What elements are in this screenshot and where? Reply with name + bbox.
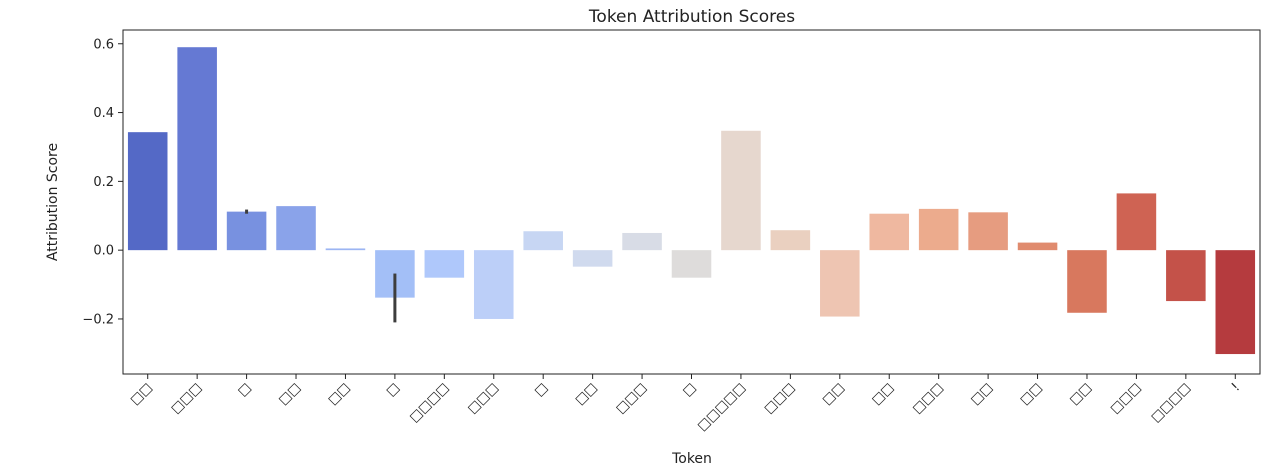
x-tick-label-18: □□	[1017, 380, 1045, 408]
y-axis: −0.2 0.0 0.2 0.4 0.6	[82, 37, 123, 327]
x-tick-label-11: □	[680, 380, 699, 399]
x-tick-label-3: □□	[276, 380, 304, 408]
x-tick-label-22: !	[1229, 380, 1243, 394]
x-tick-label-2: □	[235, 380, 254, 399]
x-tick-label-13: □□□	[762, 380, 799, 417]
bar-9	[572, 250, 613, 267]
chart-title: Token Attribution Scores	[588, 7, 795, 27]
bar-4	[325, 248, 366, 251]
bar-6	[424, 250, 465, 278]
bar-10	[622, 232, 662, 251]
x-tick-label-6: □□□□	[407, 380, 452, 425]
x-tick-label-21: □□□□	[1148, 380, 1193, 425]
y-tick-label-4: 0.6	[93, 37, 114, 52]
x-tick-label-17: □□	[968, 380, 996, 408]
x-tick-label-1: □□□	[168, 380, 205, 417]
bar-8	[523, 231, 563, 251]
x-tick-label-5: □	[383, 380, 402, 399]
bar-3	[276, 206, 316, 251]
x-tick-label-16: □□□	[910, 380, 947, 417]
x-axis: □□ □□□ □ □□ □□ □ □□□□ □□□ □ □□ □□□ □□□□□□ □□□ □□ □□ □□□…	[128, 374, 1243, 434]
x-tick-label-20: □□□	[1108, 380, 1145, 417]
x-tick-label-14: □□	[820, 380, 848, 408]
y-tick-label-3: 0.4	[93, 106, 114, 121]
x-tick-label-9: □□	[572, 380, 600, 408]
bar-18	[1017, 242, 1058, 251]
bar-1	[177, 47, 217, 251]
y-tick-label-2: 0.2	[93, 175, 114, 190]
y-tick-label-0: −0.2	[82, 312, 114, 327]
y-axis-label: Attribution Score	[45, 143, 61, 261]
bar-12	[721, 130, 761, 251]
x-tick-label-12: □□□□□	[695, 380, 749, 434]
x-tick-label-10: □□□	[613, 380, 650, 417]
bar-15	[869, 213, 910, 251]
x-tick-label-4: □□	[325, 380, 353, 408]
bar-22	[1215, 250, 1256, 355]
bar-2	[226, 211, 267, 251]
bar-19	[1067, 250, 1107, 313]
bar-14	[820, 250, 860, 317]
x-axis-label: Token	[671, 451, 712, 467]
x-tick-label-8: □	[532, 380, 551, 399]
bar-13	[770, 230, 811, 251]
bar-17	[968, 212, 1008, 251]
y-tick-label-1: 0.0	[93, 244, 114, 259]
x-tick-label-0: □□	[128, 380, 156, 408]
bar-7	[473, 250, 514, 319]
bar-0	[127, 132, 168, 251]
bars-group	[127, 47, 1256, 355]
bar-16	[918, 208, 959, 251]
bar-20	[1116, 193, 1157, 251]
x-tick-label-19: □□	[1067, 380, 1095, 408]
bar-11	[671, 250, 712, 278]
x-tick-label-15: □□	[869, 380, 897, 408]
error-bars-group	[245, 209, 397, 323]
x-tick-label-7: □□□	[465, 380, 502, 417]
plot-frame	[122, 29, 1261, 375]
bar-21	[1166, 250, 1206, 302]
